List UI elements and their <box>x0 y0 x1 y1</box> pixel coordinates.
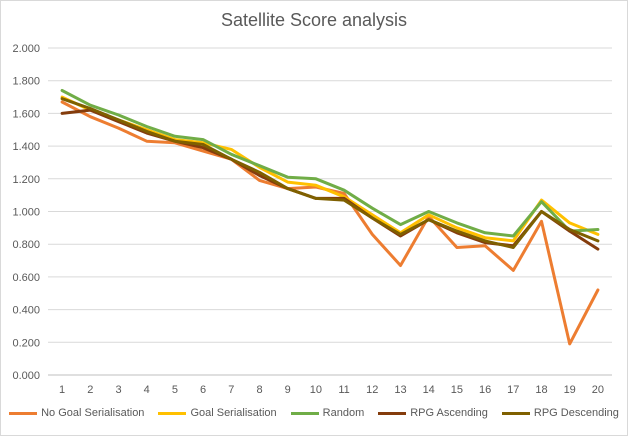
series-line <box>60 89 600 238</box>
x-tick-label: 8 <box>256 384 262 396</box>
x-tick-label: 13 <box>394 384 406 396</box>
y-tick-label: 1.000 <box>12 207 40 219</box>
legend-label: RPG Descending <box>533 407 619 419</box>
y-tick-label: 0.000 <box>12 370 40 382</box>
x-tick-label: 10 <box>310 384 322 396</box>
chart-title: Satellite Score analysis <box>220 10 408 30</box>
legend: No Goal Serialisation Goal Serialisation R… <box>0 407 628 419</box>
x-tick-label: 18 <box>535 384 547 396</box>
x-tick-label: 16 <box>479 384 491 396</box>
series-line <box>60 97 600 249</box>
legend-item: RPG Ascending <box>378 407 488 419</box>
x-tick-label: 20 <box>592 384 604 396</box>
legend-item: No Goal Serialisation <box>9 407 144 419</box>
x-tick-label: 19 <box>564 384 576 396</box>
y-tick-label: 1.600 <box>12 108 40 120</box>
y-tick-label: 2.000 <box>12 43 40 55</box>
y-tick-label: 1.200 <box>12 174 40 186</box>
y-tick-label: 0.600 <box>12 272 40 284</box>
legend-swatch <box>378 411 407 415</box>
legend-label: Random <box>322 407 365 419</box>
legend-item: RPG Descending <box>501 407 619 419</box>
x-tick-label: 7 <box>228 384 234 396</box>
x-tick-label: 9 <box>285 384 291 396</box>
y-tick-label: 0.800 <box>12 239 40 251</box>
x-tick-label: 5 <box>172 384 178 396</box>
series-line <box>60 100 600 346</box>
x-tick-label: 6 <box>200 384 206 396</box>
legend-swatch <box>158 411 187 415</box>
x-tick-label: 11 <box>338 384 349 396</box>
legend-item: Random <box>290 407 365 419</box>
x-tick-label: 4 <box>144 384 150 396</box>
y-tick-label: 1.800 <box>12 76 40 88</box>
x-tick-label: 1 <box>59 384 65 396</box>
series-line <box>60 95 600 243</box>
y-tick-label: 1.400 <box>12 141 40 153</box>
x-tick-label: 17 <box>507 384 519 396</box>
x-tick-label: 3 <box>115 384 121 396</box>
legend-item: Goal Serialisation <box>158 407 277 419</box>
x-tick-label: 12 <box>366 384 378 396</box>
y-tick-label: 0.200 <box>12 337 40 349</box>
x-tick-label: 14 <box>423 384 435 396</box>
legend-swatch <box>290 411 319 415</box>
legend-swatch <box>9 411 38 415</box>
x-tick-label: 2 <box>87 384 93 396</box>
legend-swatch <box>501 411 530 415</box>
legend-label: RPG Ascending <box>410 407 488 419</box>
y-tick-label: 0.400 <box>12 305 40 317</box>
x-tick-label: 15 <box>451 384 463 396</box>
legend-label: No Goal Serialisation <box>41 407 145 419</box>
legend-label: Goal Serialisation <box>190 407 277 419</box>
